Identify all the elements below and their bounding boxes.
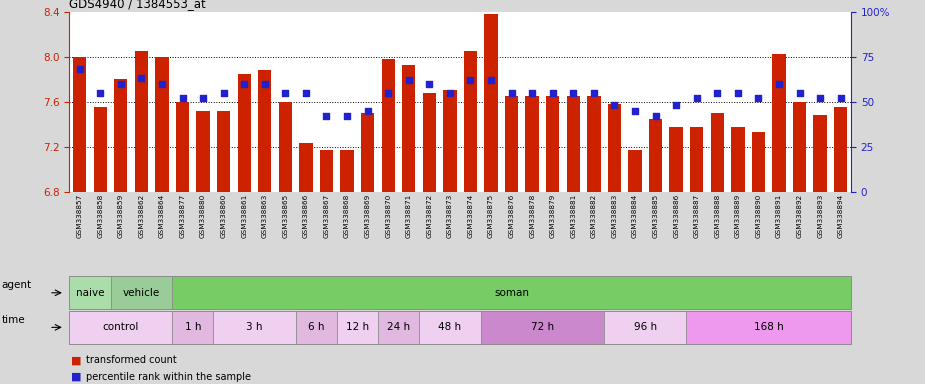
Bar — [731, 127, 745, 192]
Text: soman: soman — [494, 288, 529, 298]
Bar — [423, 93, 436, 192]
Bar — [135, 51, 148, 192]
Text: 3 h: 3 h — [246, 322, 263, 333]
Point — [709, 90, 724, 96]
Point — [196, 95, 211, 101]
Point — [731, 90, 746, 96]
Bar — [485, 14, 498, 192]
Text: time: time — [2, 314, 26, 325]
Point — [648, 113, 663, 119]
Bar — [710, 113, 724, 192]
Text: 6 h: 6 h — [308, 322, 325, 333]
Text: percentile rank within the sample: percentile rank within the sample — [86, 372, 251, 382]
Bar — [649, 119, 662, 192]
Point — [669, 102, 684, 108]
Bar — [628, 150, 642, 192]
Point — [299, 90, 314, 96]
Point — [463, 77, 478, 83]
Point — [751, 95, 766, 101]
Point — [237, 81, 252, 87]
Bar — [752, 132, 765, 192]
Text: ■: ■ — [71, 355, 81, 365]
Bar — [834, 108, 847, 192]
Point — [792, 90, 807, 96]
Point — [504, 90, 519, 96]
Bar — [608, 104, 622, 192]
Point — [257, 81, 272, 87]
Text: naive: naive — [76, 288, 105, 298]
Text: 12 h: 12 h — [346, 322, 369, 333]
Bar — [772, 55, 785, 192]
Bar — [793, 102, 807, 192]
Bar — [196, 111, 210, 192]
Bar — [217, 111, 230, 192]
Point — [833, 95, 848, 101]
Point — [422, 81, 437, 87]
Bar — [238, 74, 251, 192]
Point — [72, 66, 87, 72]
Point — [607, 102, 622, 108]
Point — [628, 108, 643, 114]
Bar — [114, 79, 128, 192]
Point — [401, 77, 416, 83]
Point — [771, 81, 786, 87]
Text: 72 h: 72 h — [531, 322, 554, 333]
Bar — [361, 113, 375, 192]
Bar — [567, 96, 580, 192]
Bar — [258, 70, 271, 192]
Bar — [93, 108, 107, 192]
Bar — [299, 144, 313, 192]
Point — [92, 90, 107, 96]
Text: 24 h: 24 h — [387, 322, 410, 333]
Point — [216, 90, 231, 96]
Bar — [402, 65, 415, 192]
Text: 1 h: 1 h — [185, 322, 201, 333]
Bar — [155, 56, 168, 192]
Bar — [525, 96, 539, 192]
Text: 168 h: 168 h — [754, 322, 783, 333]
Point — [278, 90, 292, 96]
Bar — [813, 115, 827, 192]
Bar — [546, 96, 560, 192]
Point — [134, 75, 149, 81]
Bar — [690, 127, 703, 192]
Point — [360, 108, 375, 114]
Bar — [320, 150, 333, 192]
Bar — [340, 150, 353, 192]
Text: control: control — [103, 322, 139, 333]
Point — [442, 90, 457, 96]
Point — [381, 90, 396, 96]
Point — [689, 95, 704, 101]
Bar — [463, 51, 477, 192]
Point — [524, 90, 539, 96]
Bar — [381, 59, 395, 192]
Point — [175, 95, 190, 101]
Bar — [670, 127, 683, 192]
Text: vehicle: vehicle — [123, 288, 160, 298]
Point — [566, 90, 581, 96]
Bar — [587, 96, 600, 192]
Point — [484, 77, 499, 83]
Bar — [176, 102, 190, 192]
Text: ■: ■ — [71, 372, 81, 382]
Point — [546, 90, 561, 96]
Text: agent: agent — [2, 280, 32, 290]
Point — [114, 81, 129, 87]
Text: GDS4940 / 1384553_at: GDS4940 / 1384553_at — [69, 0, 206, 10]
Point — [154, 81, 169, 87]
Text: transformed count: transformed count — [86, 355, 177, 365]
Bar — [278, 102, 292, 192]
Point — [319, 113, 334, 119]
Text: 48 h: 48 h — [438, 322, 462, 333]
Text: 96 h: 96 h — [634, 322, 657, 333]
Bar — [443, 91, 457, 192]
Point — [586, 90, 601, 96]
Point — [813, 95, 828, 101]
Point — [339, 113, 354, 119]
Bar — [505, 96, 518, 192]
Bar — [73, 56, 86, 192]
